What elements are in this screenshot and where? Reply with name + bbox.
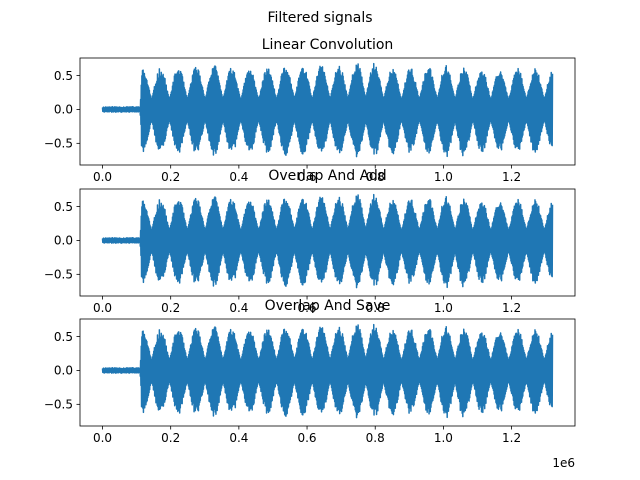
x-tick-label-linear-convolution: 0.0 [93, 170, 112, 184]
y-tick-label-overlap-and-add: 0.0 [54, 234, 73, 248]
x-tick-label-linear-convolution: 0.6 [297, 170, 316, 184]
x-tick-label-overlap-and-add: 0.8 [366, 301, 385, 315]
x-tick-label-overlap-and-save: 0.2 [161, 431, 180, 445]
y-tick-label-linear-convolution: 0.0 [54, 103, 73, 117]
x-tick-label-overlap-and-save: 0.4 [229, 431, 248, 445]
y-tick-label-linear-convolution: −0.5 [44, 137, 73, 151]
axes-frame-overlap-and-add [79, 188, 576, 297]
x-tick-label-overlap-and-save: 0.0 [93, 431, 112, 445]
x-tick-label-overlap-and-add: 1.2 [502, 301, 521, 315]
x-tick-label-overlap-and-save: 0.6 [297, 431, 316, 445]
subplot-overlap-and-save: 0.0 0.2 0.4 0.6 0.8 1.0 1.2 0.5 0.0 −0.5 Overlap A… [44, 298, 576, 445]
x-tick-label-linear-convolution: 1.2 [502, 170, 521, 184]
x-tick-label-overlap-and-add: 1.0 [434, 301, 453, 315]
x-offset-label: 1e6 [552, 456, 575, 470]
x-tick-label-overlap-and-add: 0.2 [161, 301, 180, 315]
x-tick-label-overlap-and-save: 1.2 [502, 431, 521, 445]
x-tick-label-linear-convolution: 0.4 [229, 170, 248, 184]
signal-line-overlap-and-add [101, 193, 554, 289]
x-tick-label-overlap-and-add: 0.4 [229, 301, 248, 315]
signal-line-linear-convolution [101, 62, 554, 158]
axes-title-overlap-and-save: Overlap And Save [265, 298, 391, 314]
y-tick-label-linear-convolution: 0.5 [54, 69, 73, 83]
x-tick-label-linear-convolution: 0.2 [161, 170, 180, 184]
signal-line-overlap-and-save [101, 323, 554, 419]
axes-frame-linear-convolution [79, 57, 576, 166]
axes-title-linear-convolution: Linear Convolution [262, 37, 394, 53]
x-tick-label-overlap-and-add: 0.0 [93, 301, 112, 315]
y-tick-label-overlap-and-save: 0.0 [54, 364, 73, 378]
x-tick-label-linear-convolution: 1.0 [434, 170, 453, 184]
subplot-overlap-and-add: 0.0 0.2 0.4 0.6 0.8 1.0 1.2 0.5 0.0 −0.5 Overlap A… [44, 168, 576, 315]
y-tick-label-overlap-and-add: −0.5 [44, 268, 73, 282]
x-tick-label-overlap-and-save: 0.8 [366, 431, 385, 445]
x-tick-label-linear-convolution: 0.8 [366, 170, 385, 184]
x-tick-label-overlap-and-add: 0.6 [297, 301, 316, 315]
figure-suptitle: Filtered signals [267, 10, 372, 26]
y-tick-label-overlap-and-save: −0.5 [44, 398, 73, 412]
y-tick-label-overlap-and-save: 0.5 [54, 330, 73, 344]
axes-frame-overlap-and-save [79, 318, 576, 427]
axes-title-overlap-and-add: Overlap And Add [268, 168, 386, 184]
y-tick-label-overlap-and-add: 0.5 [54, 200, 73, 214]
x-tick-label-overlap-and-save: 1.0 [434, 431, 453, 445]
subplot-linear-convolution: 0.0 0.2 0.4 0.6 0.8 1.0 1.2 0.5 0.0 −0.5 Linear Co… [44, 37, 576, 184]
